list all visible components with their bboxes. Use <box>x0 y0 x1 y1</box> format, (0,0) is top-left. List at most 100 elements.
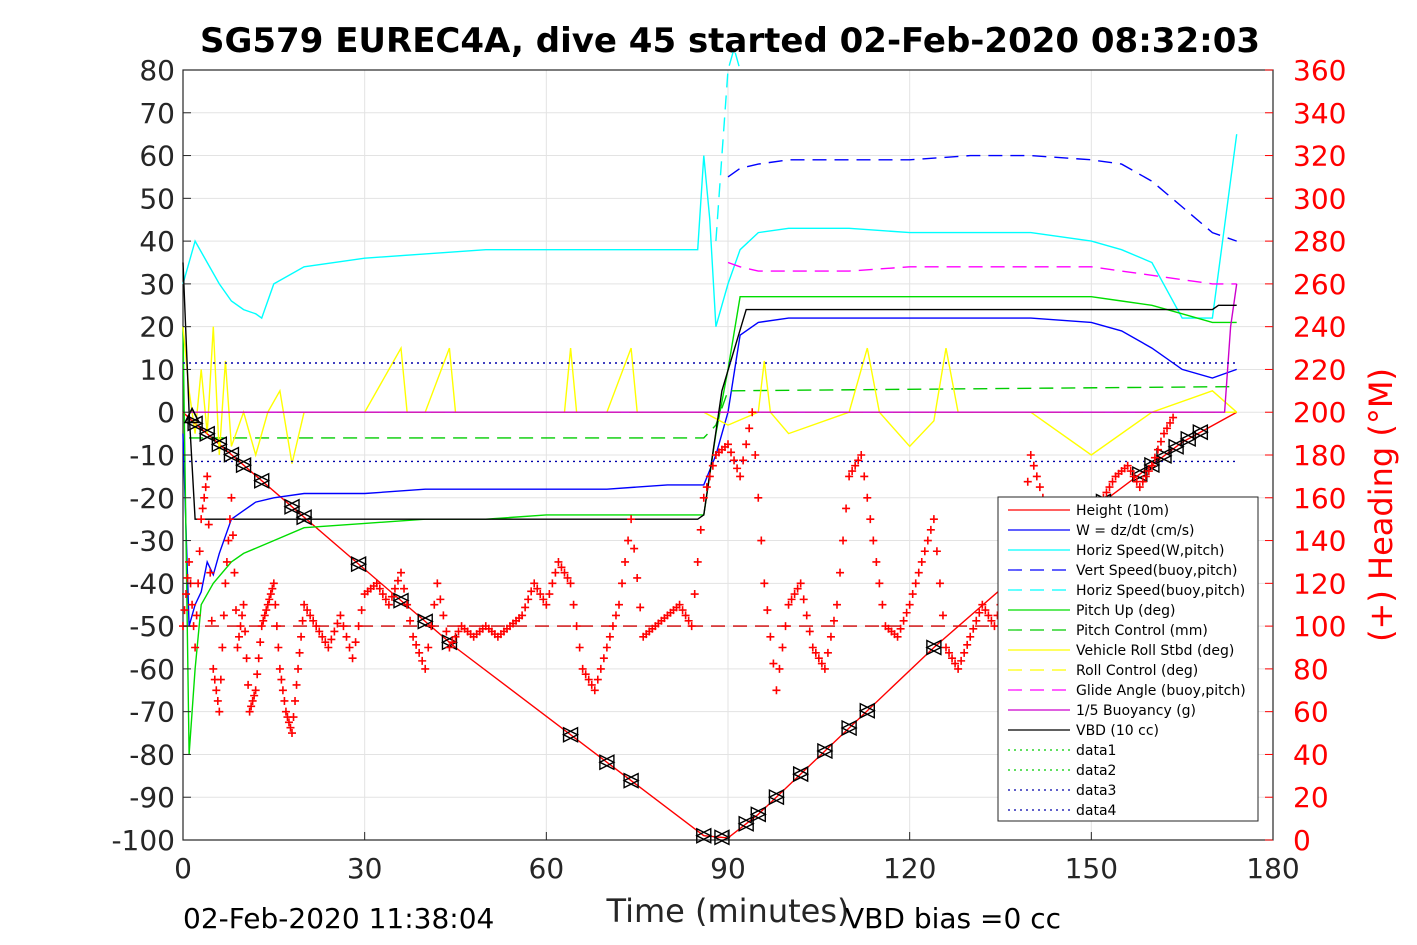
heading-point <box>760 579 769 588</box>
heading-point <box>345 643 354 652</box>
legend-label: Vehicle Roll Stbd (deg) <box>1076 643 1234 659</box>
heading-point <box>1105 483 1114 492</box>
heading-point <box>218 643 227 652</box>
heading-point <box>790 590 799 599</box>
heading-point <box>766 632 775 641</box>
heading-point <box>372 579 381 588</box>
heading-point <box>739 456 748 465</box>
heading-point <box>854 456 863 465</box>
heading-point <box>204 520 213 529</box>
heading-point <box>1150 453 1159 462</box>
y-right-tick-label: 140 <box>1293 525 1346 558</box>
heading-point <box>294 664 303 673</box>
depth-marker <box>713 829 730 846</box>
depth-marker <box>749 806 766 823</box>
heading-point <box>866 515 875 524</box>
heading-point <box>533 584 542 593</box>
heading-point <box>966 632 975 641</box>
series-line-1 <box>182 317 1237 627</box>
heading-point <box>330 627 339 636</box>
heading-point <box>1126 467 1135 476</box>
heading-point <box>248 696 257 705</box>
heading-point <box>387 592 396 601</box>
heading-point <box>802 611 811 620</box>
heading-point <box>286 723 295 732</box>
heading-point <box>808 643 817 652</box>
heading-point <box>1156 437 1165 446</box>
heading-point <box>216 675 225 684</box>
heading-point <box>228 531 237 540</box>
y-right-tick-label: 180 <box>1293 439 1346 472</box>
heading-point <box>215 707 224 716</box>
heading-point <box>972 616 981 625</box>
depth-marker <box>622 772 639 789</box>
start-marker <box>183 406 201 424</box>
series-line-11 <box>182 262 1237 520</box>
heading-point <box>375 584 384 593</box>
heading-point <box>430 600 439 609</box>
heading-point <box>627 515 636 524</box>
x-tick-label: 120 <box>883 852 936 885</box>
heading-point <box>572 622 581 631</box>
heading-point <box>351 638 360 647</box>
heading-point <box>295 648 304 657</box>
heading-point <box>245 707 254 716</box>
heading-point <box>197 515 206 524</box>
y-right-tick-label: 80 <box>1293 653 1329 686</box>
heading-point <box>863 493 872 502</box>
heading-point <box>442 627 451 636</box>
heading-point <box>194 579 203 588</box>
heading-point <box>618 579 627 588</box>
legend-label: Horiz Speed(buoy,pitch) <box>1076 583 1245 599</box>
heading-point <box>875 579 884 588</box>
heading-point <box>384 600 393 609</box>
heading-point <box>195 547 204 556</box>
heading-point <box>357 606 366 615</box>
heading-point <box>954 664 963 673</box>
x-tick-label: 30 <box>347 852 383 885</box>
depth-marker <box>295 509 312 526</box>
heading-point <box>787 595 796 604</box>
heading-point <box>1135 483 1144 492</box>
heading-point <box>724 440 732 449</box>
heading-point <box>256 638 265 647</box>
legend-label: data2 <box>1076 763 1116 779</box>
y-right-tick-label: 300 <box>1293 182 1346 215</box>
heading-point <box>381 595 390 604</box>
heading-point <box>869 536 878 545</box>
heading-point <box>1166 418 1175 427</box>
heading-point <box>596 664 605 673</box>
heading-point <box>839 536 848 545</box>
heading-point <box>250 691 259 700</box>
depth-marker <box>598 754 615 771</box>
heading-point <box>292 680 301 689</box>
heading-point <box>241 627 250 636</box>
heading-point <box>848 467 857 476</box>
heading-point <box>742 440 751 449</box>
heading-point <box>238 611 247 620</box>
heading-point <box>545 590 554 599</box>
heading-point <box>518 611 527 620</box>
legend: Height (10m) W = dz/dt (cm/s) Horiz Speed(… <box>997 496 1259 822</box>
legend-label: data3 <box>1076 783 1116 799</box>
heading-point <box>793 584 802 593</box>
heading-point <box>905 600 914 609</box>
legend-label: VBD (10 cc) <box>1076 723 1159 739</box>
heading-point <box>942 643 950 652</box>
heading-point <box>675 600 684 609</box>
heading-point <box>1163 424 1172 433</box>
heading-point <box>708 461 717 470</box>
heading-point <box>551 568 560 577</box>
heading-point <box>602 643 611 652</box>
heading-point <box>926 525 935 534</box>
heading-point <box>636 603 645 612</box>
heading-point <box>957 656 966 665</box>
depth-marker <box>925 639 942 656</box>
depth-marker <box>1167 438 1184 455</box>
y-tick-label: 20 <box>139 311 175 344</box>
heading-point <box>745 424 754 433</box>
heading-point <box>1123 461 1132 470</box>
heading-point <box>935 579 944 588</box>
legend-label: Height (10m) <box>1076 503 1169 519</box>
heading-point <box>281 707 290 716</box>
